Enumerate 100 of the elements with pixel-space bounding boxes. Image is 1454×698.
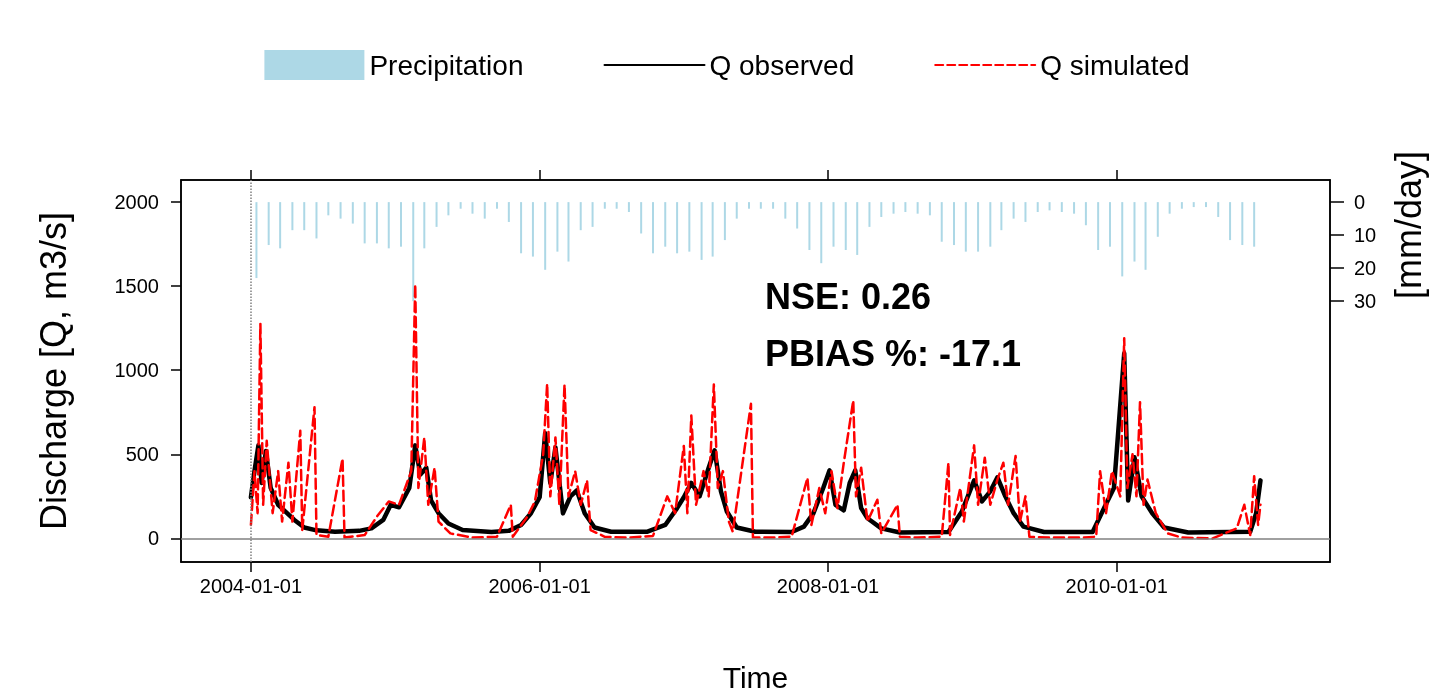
bar [1012,202,1015,219]
bar [796,202,799,229]
bar [1084,202,1087,226]
bar [1241,202,1244,246]
bar [711,202,714,257]
x-tick-label: 2004-01-01 [199,575,303,597]
bar [1217,202,1220,217]
bar [255,202,258,279]
bar [447,202,450,216]
x-tick-label: 2010-01-01 [1065,575,1168,597]
bar [615,202,618,209]
bar [520,202,523,254]
bar [1024,202,1027,222]
bar [1000,202,1003,231]
bar [700,202,703,260]
bar [1109,202,1111,247]
bar [688,202,691,252]
bar [1192,202,1195,208]
bar [735,202,738,219]
bar [940,202,943,242]
legend-label: Precipitation [369,49,524,81]
y-tick-label: 2000 [114,190,159,213]
y-axis-title: Discharge [Q, m3/s] [32,211,74,531]
bar [759,202,762,209]
y2-tick-label: 0 [1354,191,1366,214]
bar [784,202,787,219]
y2-tick-label: 30 [1354,290,1377,313]
bar [303,202,306,231]
bar [556,202,559,252]
y2-tick-label: 20 [1354,257,1377,280]
bar [1168,202,1171,214]
bar [989,202,992,247]
bar [327,202,330,216]
y-tick-label: 1000 [114,359,159,382]
bar [531,202,534,257]
y2-axis-title: [mm/day] [1387,150,1429,300]
bar [652,202,654,254]
y-tick-label: 0 [147,527,159,550]
bar [723,202,726,241]
bar [820,202,823,264]
bar [291,202,294,231]
bar [1144,202,1147,270]
bar [844,202,847,250]
bar [591,202,594,227]
y2-tick-label: 10 [1354,224,1377,247]
bar [279,202,282,249]
bar [1156,202,1159,237]
bar [977,202,980,252]
y-tick-label: 1500 [114,275,159,298]
bar [459,202,462,209]
annotation: NSE: 0.26 [765,275,932,317]
bar [1048,202,1051,211]
bar [544,202,547,270]
bar [868,202,871,227]
bar [1229,202,1232,241]
bar [832,202,835,247]
bar [363,202,366,244]
bar [435,202,438,227]
bar [1073,202,1076,214]
x-axis-title: Time [722,660,789,694]
bar [952,202,955,246]
bar [375,202,378,244]
bar [567,202,570,262]
x-tick-label: 2006-01-01 [488,575,591,597]
y-tick-label: 500 [125,443,159,466]
bar [964,202,967,252]
bar [507,202,510,222]
bar [1204,202,1207,208]
bar [928,202,931,216]
bar [387,202,390,249]
bar [747,202,750,209]
bar [579,202,582,231]
legend-label: Q simulated [1040,49,1190,81]
bar [400,202,402,247]
bar [880,202,883,217]
bar [772,202,775,209]
bar [808,202,811,250]
x-tick-label: 2008-01-01 [776,575,880,597]
bar [339,202,342,219]
bar [483,202,486,219]
bar [916,202,919,214]
bar [1133,202,1136,262]
bar [471,202,474,214]
legend-label: Q observed [709,49,855,81]
bar [351,202,354,224]
annotation: PBIAS %: -17.1 [765,332,1022,374]
line-series [249,283,1262,540]
bar [892,202,895,214]
bar [412,202,415,302]
bar [664,202,667,247]
bar [856,202,859,255]
bar [315,202,318,239]
bar [904,202,907,213]
bar [627,202,630,213]
bar [1180,202,1183,209]
bar [267,202,270,246]
bar [1036,202,1039,213]
bar [1253,202,1256,247]
bar [676,202,679,254]
bar [1097,202,1100,250]
